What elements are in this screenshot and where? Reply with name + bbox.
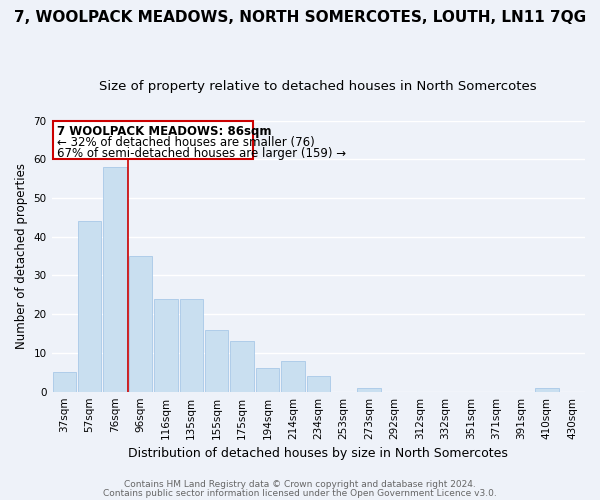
Bar [535,388,559,392]
FancyBboxPatch shape [53,120,253,160]
Bar [154,298,178,392]
Bar [205,330,229,392]
Bar [129,256,152,392]
Bar [78,222,101,392]
X-axis label: Distribution of detached houses by size in North Somercotes: Distribution of detached houses by size … [128,447,508,460]
Bar [179,298,203,392]
Bar [230,342,254,392]
Bar [358,388,381,392]
Text: 67% of semi-detached houses are larger (159) →: 67% of semi-detached houses are larger (… [56,147,346,160]
Bar [281,360,305,392]
Bar [53,372,76,392]
Bar [307,376,330,392]
Text: Contains public sector information licensed under the Open Government Licence v3: Contains public sector information licen… [103,488,497,498]
Y-axis label: Number of detached properties: Number of detached properties [15,163,28,349]
Text: Contains HM Land Registry data © Crown copyright and database right 2024.: Contains HM Land Registry data © Crown c… [124,480,476,489]
Text: ← 32% of detached houses are smaller (76): ← 32% of detached houses are smaller (76… [56,136,314,149]
Text: 7, WOOLPACK MEADOWS, NORTH SOMERCOTES, LOUTH, LN11 7QG: 7, WOOLPACK MEADOWS, NORTH SOMERCOTES, L… [14,10,586,25]
Bar [103,167,127,392]
Text: 7 WOOLPACK MEADOWS: 86sqm: 7 WOOLPACK MEADOWS: 86sqm [56,125,271,138]
Title: Size of property relative to detached houses in North Somercotes: Size of property relative to detached ho… [100,80,537,93]
Bar [256,368,279,392]
